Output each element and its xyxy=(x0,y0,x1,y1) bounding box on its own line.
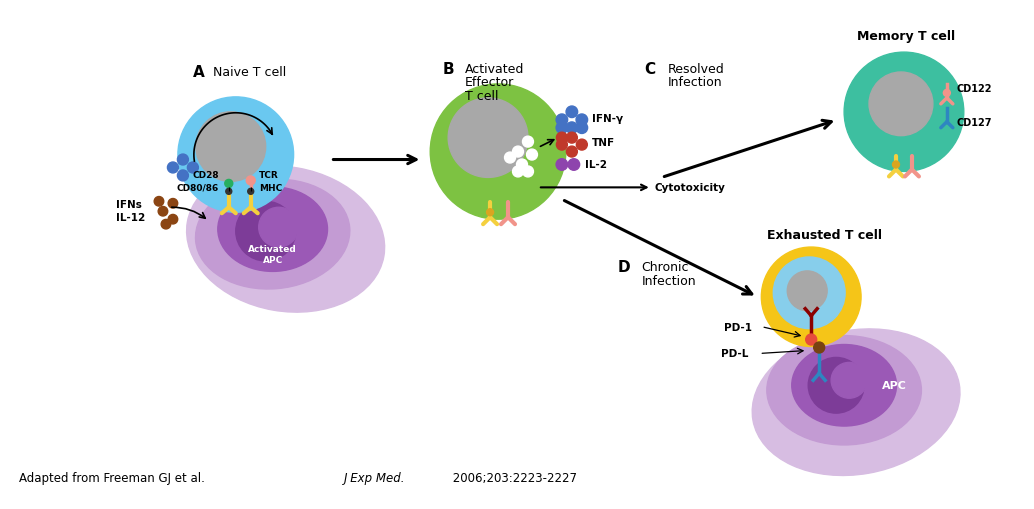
Circle shape xyxy=(805,334,817,345)
Text: Adapted from Freeman GJ et al.: Adapted from Freeman GJ et al. xyxy=(20,471,209,485)
Circle shape xyxy=(943,90,950,97)
Circle shape xyxy=(169,199,178,209)
Circle shape xyxy=(517,160,527,171)
Text: MHC: MHC xyxy=(258,184,282,192)
Text: Chronic: Chronic xyxy=(642,261,690,274)
Text: J Exp Med.: J Exp Med. xyxy=(344,471,405,485)
Circle shape xyxy=(568,159,580,171)
Circle shape xyxy=(567,147,577,158)
Text: Effector: Effector xyxy=(465,76,514,89)
Text: D: D xyxy=(617,260,631,275)
Text: Infection: Infection xyxy=(668,76,722,89)
Circle shape xyxy=(178,98,294,213)
Circle shape xyxy=(809,358,864,413)
Circle shape xyxy=(556,159,568,171)
Text: PD-1: PD-1 xyxy=(725,322,753,332)
Circle shape xyxy=(556,133,568,144)
Circle shape xyxy=(246,177,255,185)
Circle shape xyxy=(248,189,253,195)
Circle shape xyxy=(195,112,266,182)
Circle shape xyxy=(522,166,534,178)
Circle shape xyxy=(513,147,523,158)
Circle shape xyxy=(814,343,825,353)
Circle shape xyxy=(576,123,587,134)
Text: CD122: CD122 xyxy=(956,84,993,94)
Text: PD-L: PD-L xyxy=(722,349,749,359)
Circle shape xyxy=(567,133,577,144)
Circle shape xyxy=(526,150,538,161)
Ellipse shape xyxy=(767,336,921,445)
Circle shape xyxy=(576,140,587,151)
Text: Activated: Activated xyxy=(465,63,524,75)
Circle shape xyxy=(566,107,578,118)
Circle shape xyxy=(787,271,827,311)
Circle shape xyxy=(566,123,578,134)
Text: CD80/86: CD80/86 xyxy=(177,184,219,192)
Text: IL-2: IL-2 xyxy=(585,160,607,170)
Text: CD127: CD127 xyxy=(956,118,993,127)
Circle shape xyxy=(187,163,199,174)
Circle shape xyxy=(169,215,178,224)
Circle shape xyxy=(236,202,296,262)
Ellipse shape xyxy=(195,180,349,290)
Circle shape xyxy=(831,363,868,399)
Circle shape xyxy=(168,163,179,174)
Text: Naive T cell: Naive T cell xyxy=(213,66,286,79)
Text: CD28: CD28 xyxy=(192,171,219,180)
Circle shape xyxy=(869,73,933,136)
Circle shape xyxy=(178,155,188,165)
Text: 2006;203:2223-2227: 2006;203:2223-2227 xyxy=(449,471,577,485)
Text: C: C xyxy=(644,62,656,76)
Circle shape xyxy=(773,258,845,329)
Text: IFN-γ: IFN-γ xyxy=(591,114,622,124)
Circle shape xyxy=(158,207,168,217)
Ellipse shape xyxy=(186,166,385,313)
Circle shape xyxy=(556,123,568,134)
Circle shape xyxy=(161,220,171,230)
Text: Resolved: Resolved xyxy=(668,63,725,75)
Circle shape xyxy=(522,137,534,148)
Circle shape xyxy=(761,247,861,347)
Ellipse shape xyxy=(792,345,896,426)
Text: IFNs: IFNs xyxy=(116,200,142,210)
Ellipse shape xyxy=(218,187,328,272)
Circle shape xyxy=(154,197,163,207)
Circle shape xyxy=(178,171,188,182)
Ellipse shape xyxy=(752,329,960,475)
Circle shape xyxy=(844,53,964,172)
Circle shape xyxy=(430,85,566,220)
Text: IL-12: IL-12 xyxy=(116,213,146,223)
Circle shape xyxy=(556,115,568,126)
Text: A: A xyxy=(193,65,205,80)
Circle shape xyxy=(505,153,516,164)
Text: B: B xyxy=(443,62,454,76)
Text: Exhausted T cell: Exhausted T cell xyxy=(767,228,882,241)
Circle shape xyxy=(487,209,493,216)
Text: Memory T cell: Memory T cell xyxy=(857,30,955,43)
Text: Activated
APC: Activated APC xyxy=(248,245,297,264)
Text: Cytotoxicity: Cytotoxicity xyxy=(655,183,726,193)
Circle shape xyxy=(576,115,587,126)
Circle shape xyxy=(224,180,233,188)
Circle shape xyxy=(448,99,528,178)
Circle shape xyxy=(556,140,568,151)
Text: TNF: TNF xyxy=(591,137,615,147)
Circle shape xyxy=(258,208,299,247)
Text: APC: APC xyxy=(882,381,907,390)
Circle shape xyxy=(513,166,523,178)
Text: Infection: Infection xyxy=(642,275,696,288)
Text: T cell: T cell xyxy=(465,90,498,103)
Circle shape xyxy=(892,162,900,168)
Text: TCR: TCR xyxy=(258,171,278,180)
Circle shape xyxy=(225,189,232,195)
